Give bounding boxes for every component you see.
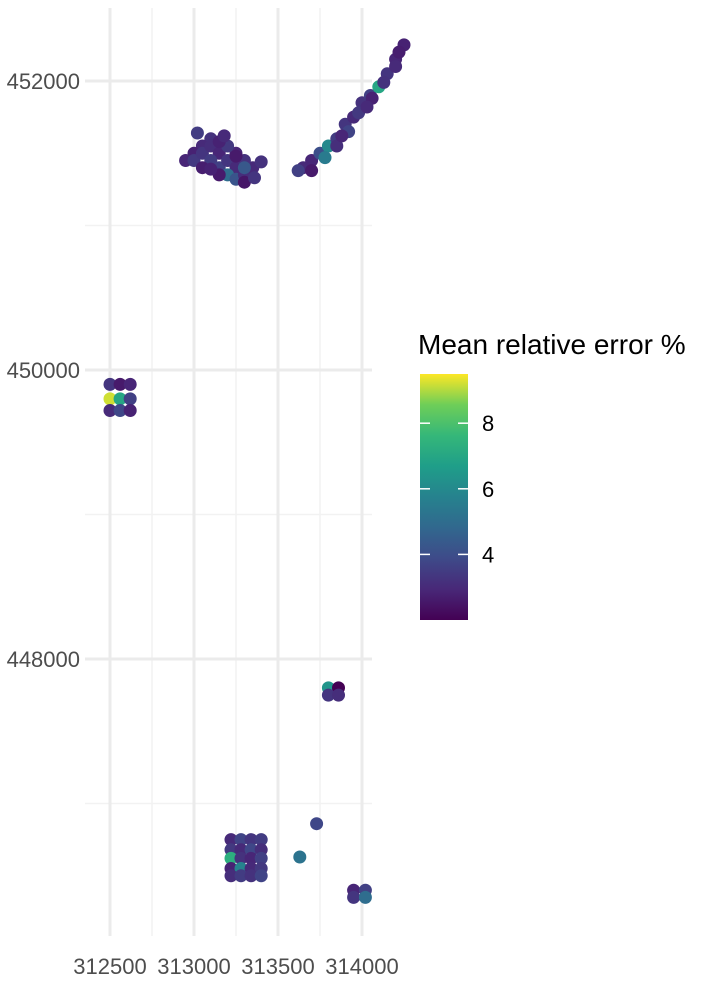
- data-point: [237, 161, 251, 175]
- y-tick-label: 448000: [7, 647, 80, 672]
- data-point: [389, 60, 403, 73]
- data-point: [377, 75, 391, 89]
- data-point: [347, 890, 361, 904]
- data-point: [224, 851, 238, 865]
- data-point: [254, 833, 268, 847]
- major-gridlines: [85, 8, 372, 936]
- data-point: [217, 129, 231, 143]
- data-point: [113, 377, 127, 391]
- data-point: [321, 688, 335, 702]
- y-axis-tick-labels: 448000 450000 452000: [7, 69, 80, 672]
- legend-tick-label: 8: [482, 411, 494, 436]
- data-point: [234, 869, 248, 883]
- data-point: [123, 377, 137, 391]
- data-point: [103, 377, 117, 391]
- data-point: [332, 688, 345, 702]
- data-point: [248, 171, 261, 185]
- data-point: [358, 890, 372, 904]
- data-point: [224, 869, 238, 883]
- data-point: [113, 404, 127, 417]
- data-point: [113, 392, 127, 406]
- y-tick-label: 450000: [7, 358, 80, 383]
- data-point: [123, 404, 137, 417]
- legend-ticks: 4 6 8: [420, 411, 494, 567]
- data-point: [234, 851, 248, 865]
- data-point: [103, 392, 117, 406]
- data-points: [103, 38, 411, 904]
- data-point: [305, 164, 319, 178]
- legend-tick-label: 4: [482, 542, 494, 567]
- data-point: [204, 162, 218, 176]
- data-point: [293, 850, 307, 864]
- data-point: [291, 164, 305, 178]
- data-point: [335, 129, 349, 143]
- data-point: [310, 817, 324, 831]
- data-point: [103, 404, 117, 417]
- x-tick-label: 313500: [241, 954, 314, 979]
- data-point: [229, 149, 243, 163]
- data-point: [237, 175, 251, 189]
- data-point: [123, 392, 137, 406]
- data-point: [254, 869, 268, 883]
- data-point: [392, 45, 406, 59]
- data-point: [318, 151, 332, 165]
- x-tick-label: 312500: [73, 954, 146, 979]
- data-point: [330, 139, 344, 153]
- data-point: [244, 851, 258, 865]
- legend-title: Mean relative error %: [418, 329, 686, 360]
- legend-colorbar: [420, 374, 468, 620]
- data-point: [234, 833, 248, 847]
- data-point: [244, 869, 258, 883]
- data-point: [360, 100, 374, 114]
- x-tick-label: 314000: [325, 954, 398, 979]
- data-point: [254, 155, 268, 169]
- data-point: [190, 126, 204, 140]
- data-point: [244, 833, 258, 847]
- data-point: [254, 851, 268, 865]
- x-axis-tick-labels: 312500 313000 313500 314000: [73, 954, 398, 979]
- x-tick-label: 313000: [157, 954, 230, 979]
- legend-tick-label: 6: [482, 477, 494, 502]
- color-legend: Mean relative error % 4 6 8: [418, 329, 686, 620]
- data-point: [224, 833, 238, 847]
- y-tick-label: 452000: [7, 69, 80, 94]
